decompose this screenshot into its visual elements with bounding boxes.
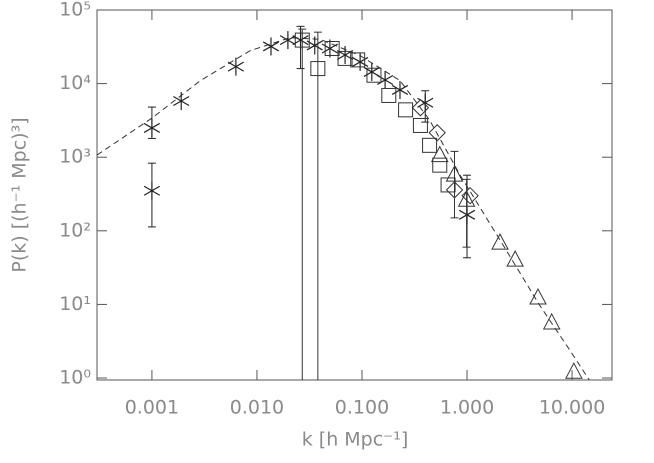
star-stroke [352,56,369,67]
square-point [350,52,366,68]
error-bar [313,31,322,380]
star-stroke [336,49,354,60]
triangle-point [457,190,476,207]
square-point [366,67,382,83]
star-point [173,92,190,111]
triangle-point [445,165,464,182]
star-point [279,31,296,50]
square-point [422,137,438,153]
star-stroke [262,41,280,52]
error-bar [298,28,307,380]
y-tick-label: 10¹ [59,293,91,315]
star-point [417,93,434,112]
triangle-point [529,287,547,305]
x-tick-label: 1.000 [440,397,494,419]
square-point [412,117,428,133]
star-stroke [173,95,190,107]
star-point [227,57,244,76]
plot-area [97,25,590,380]
y-tick-label: 10⁰ [59,367,91,389]
star-point [352,52,369,71]
square-point [294,32,310,48]
star-point [143,181,161,200]
triangle-point [565,362,583,379]
y-axis-label: P(k) [(h⁻¹ Mpc)³] [9,117,31,272]
x-tick-label: 0.100 [335,397,389,419]
triangle-point [430,145,449,163]
star-stroke [227,61,244,72]
error-bar [450,150,459,219]
triangle-point [542,312,561,330]
star-stroke [143,122,161,133]
star-point [391,80,409,99]
x-axis-label: k [h Mpc⁻¹] [302,429,409,451]
y-tick-label: 10³ [59,146,91,168]
star-stroke [391,84,409,95]
x-tick-label: 10.000 [539,397,605,419]
star-point [262,37,280,56]
y-tick-label: 10⁴ [59,72,91,94]
diamond-point [428,124,446,142]
diamond-point [411,99,430,117]
star-stroke [377,74,394,86]
triangle-point [506,250,524,267]
star-point [377,70,394,89]
square-point [324,40,340,56]
model-line [97,37,590,380]
square-point [398,102,414,118]
square-point [381,87,397,103]
plot-frame [96,9,613,381]
star-point [143,118,161,137]
star-stroke [417,97,434,108]
x-tick-label: 0.010 [230,397,284,419]
star-stroke [143,185,161,196]
square-point [337,50,353,66]
star-point [321,39,339,58]
diamond-point [461,186,479,205]
x-tick-label: 0.001 [125,397,179,419]
y-tick-label: 10² [59,219,91,241]
square-point [310,61,326,77]
star-stroke [306,40,323,51]
star-stroke [279,35,296,46]
square-point [432,157,448,173]
y-tick-label: 10⁵ [59,0,91,21]
triangle-point [491,233,509,250]
square-point [440,177,456,193]
